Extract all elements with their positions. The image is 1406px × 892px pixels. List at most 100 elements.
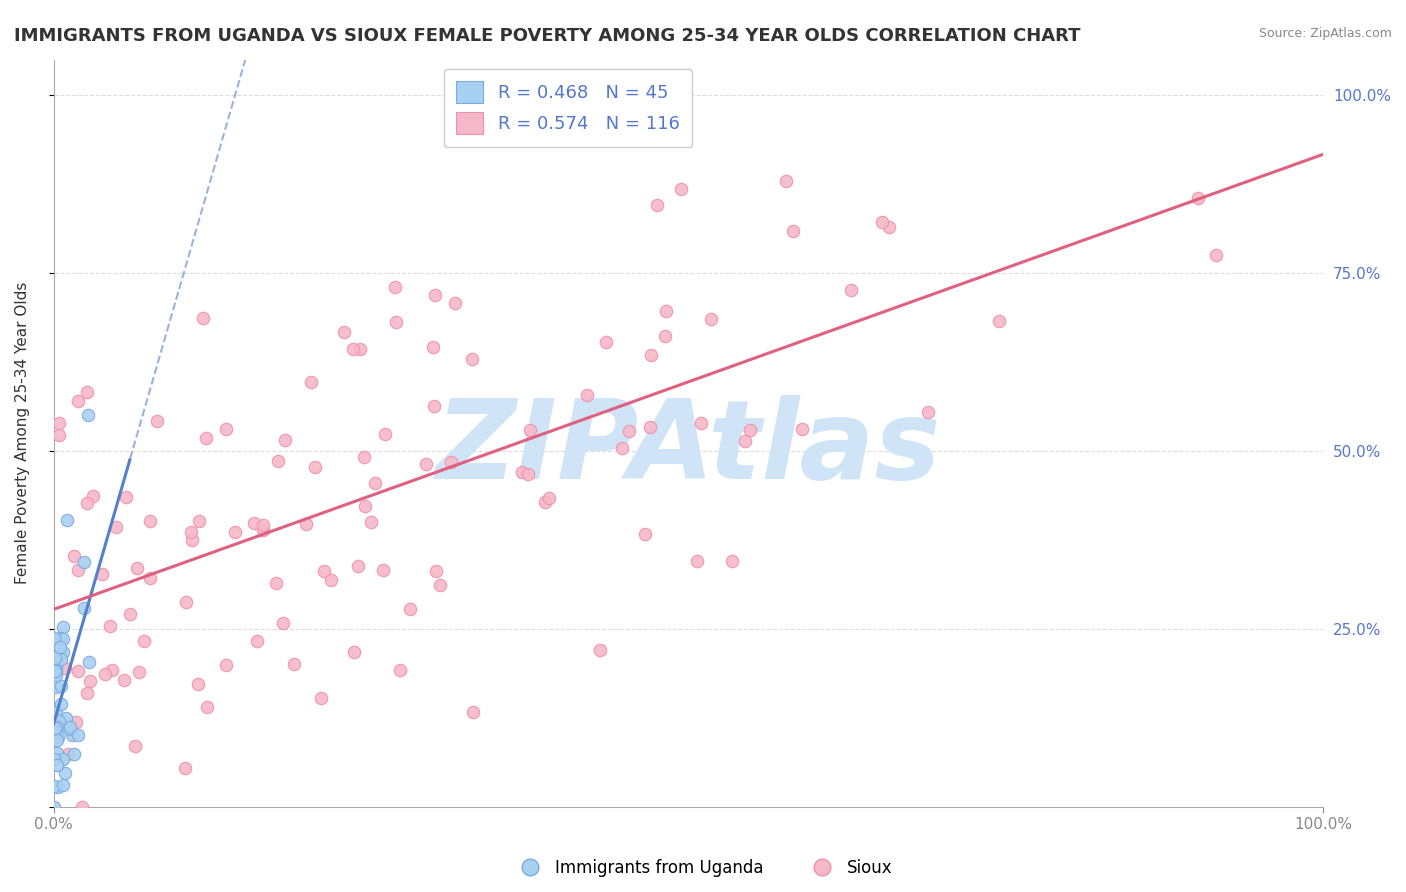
Point [58,723,80,737]
Point [63,747,86,761]
Point [49,679,72,693]
Point [52,778,75,792]
Point [67,394,90,409]
Point [115,491,138,505]
Point [224,524,246,539]
Point [65,714,87,729]
Point [215,422,238,436]
Point [139,570,162,584]
Point [517,467,540,481]
Point [46,657,69,671]
Point [53,766,76,780]
Point [374,426,396,441]
Point [180,524,202,539]
Point [364,476,387,491]
Point [77,655,100,669]
Point [56,747,79,761]
Point [46,732,69,747]
Point [669,182,692,196]
Point [42,800,65,814]
Point [384,279,406,293]
Point [124,739,146,753]
Point [686,554,709,568]
Point [76,686,98,700]
Text: IMMIGRANTS FROM UGANDA VS SIOUX FEMALE POVERTY AMONG 25-34 YEAR OLDS CORRELATION: IMMIGRANTS FROM UGANDA VS SIOUX FEMALE P… [14,27,1081,45]
Point [422,340,444,354]
Point [215,657,238,672]
Point [415,457,437,471]
Point [1187,191,1209,205]
Point [533,495,555,509]
Point [187,514,209,528]
Point [48,714,70,729]
Point [1205,248,1227,262]
Point [76,409,98,423]
Point [595,334,617,349]
Point [45,680,67,694]
Legend: Immigrants from Uganda, Sioux: Immigrants from Uganda, Sioux [506,853,900,884]
Point [134,634,156,648]
Point [463,705,485,719]
Point [519,423,541,437]
Point [42,724,65,739]
Point [740,424,762,438]
Point [66,728,89,742]
Point [267,454,290,468]
Point [55,711,77,725]
Point [195,431,218,445]
Point [73,600,96,615]
Point [56,513,79,527]
Point [44,651,66,665]
Point [654,329,676,343]
Point [321,573,343,587]
Point [353,450,375,465]
Point [128,665,150,680]
Point [988,313,1011,327]
Point [44,722,66,736]
Point [655,303,678,318]
Point [425,564,447,578]
Point [271,615,294,630]
Point [42,751,65,765]
Point [309,690,332,705]
Point [44,664,66,678]
Point [304,460,326,475]
Point [52,632,75,647]
Point [510,466,533,480]
Point [125,560,148,574]
Point [120,607,142,621]
Point [76,385,98,400]
Point [721,554,744,568]
Point [917,405,939,419]
Point [139,514,162,528]
Point [44,664,66,678]
Point [48,780,70,794]
Point [112,673,135,688]
Point [399,602,422,616]
Point [360,516,382,530]
Point [839,283,862,297]
Point [52,644,75,658]
Point [790,422,813,436]
Point [347,559,370,574]
Point [46,720,69,734]
Point [423,400,446,414]
Point [63,549,86,563]
Point [782,224,804,238]
Text: Source: ZipAtlas.com: Source: ZipAtlas.com [1258,27,1392,40]
Point [734,434,756,448]
Point [46,730,69,744]
Point [354,500,377,514]
Point [73,555,96,569]
Point [312,564,335,578]
Text: ZIPAtlas: ZIPAtlas [436,395,941,501]
Point [45,706,67,720]
Point [342,343,364,357]
Point [91,567,114,582]
Legend: R = 0.468   N = 45, R = 0.574   N = 116: R = 0.468 N = 45, R = 0.574 N = 116 [443,69,692,147]
Point [45,757,67,772]
Point [44,779,66,793]
Point [53,661,76,675]
Point [93,666,115,681]
Point [638,419,661,434]
